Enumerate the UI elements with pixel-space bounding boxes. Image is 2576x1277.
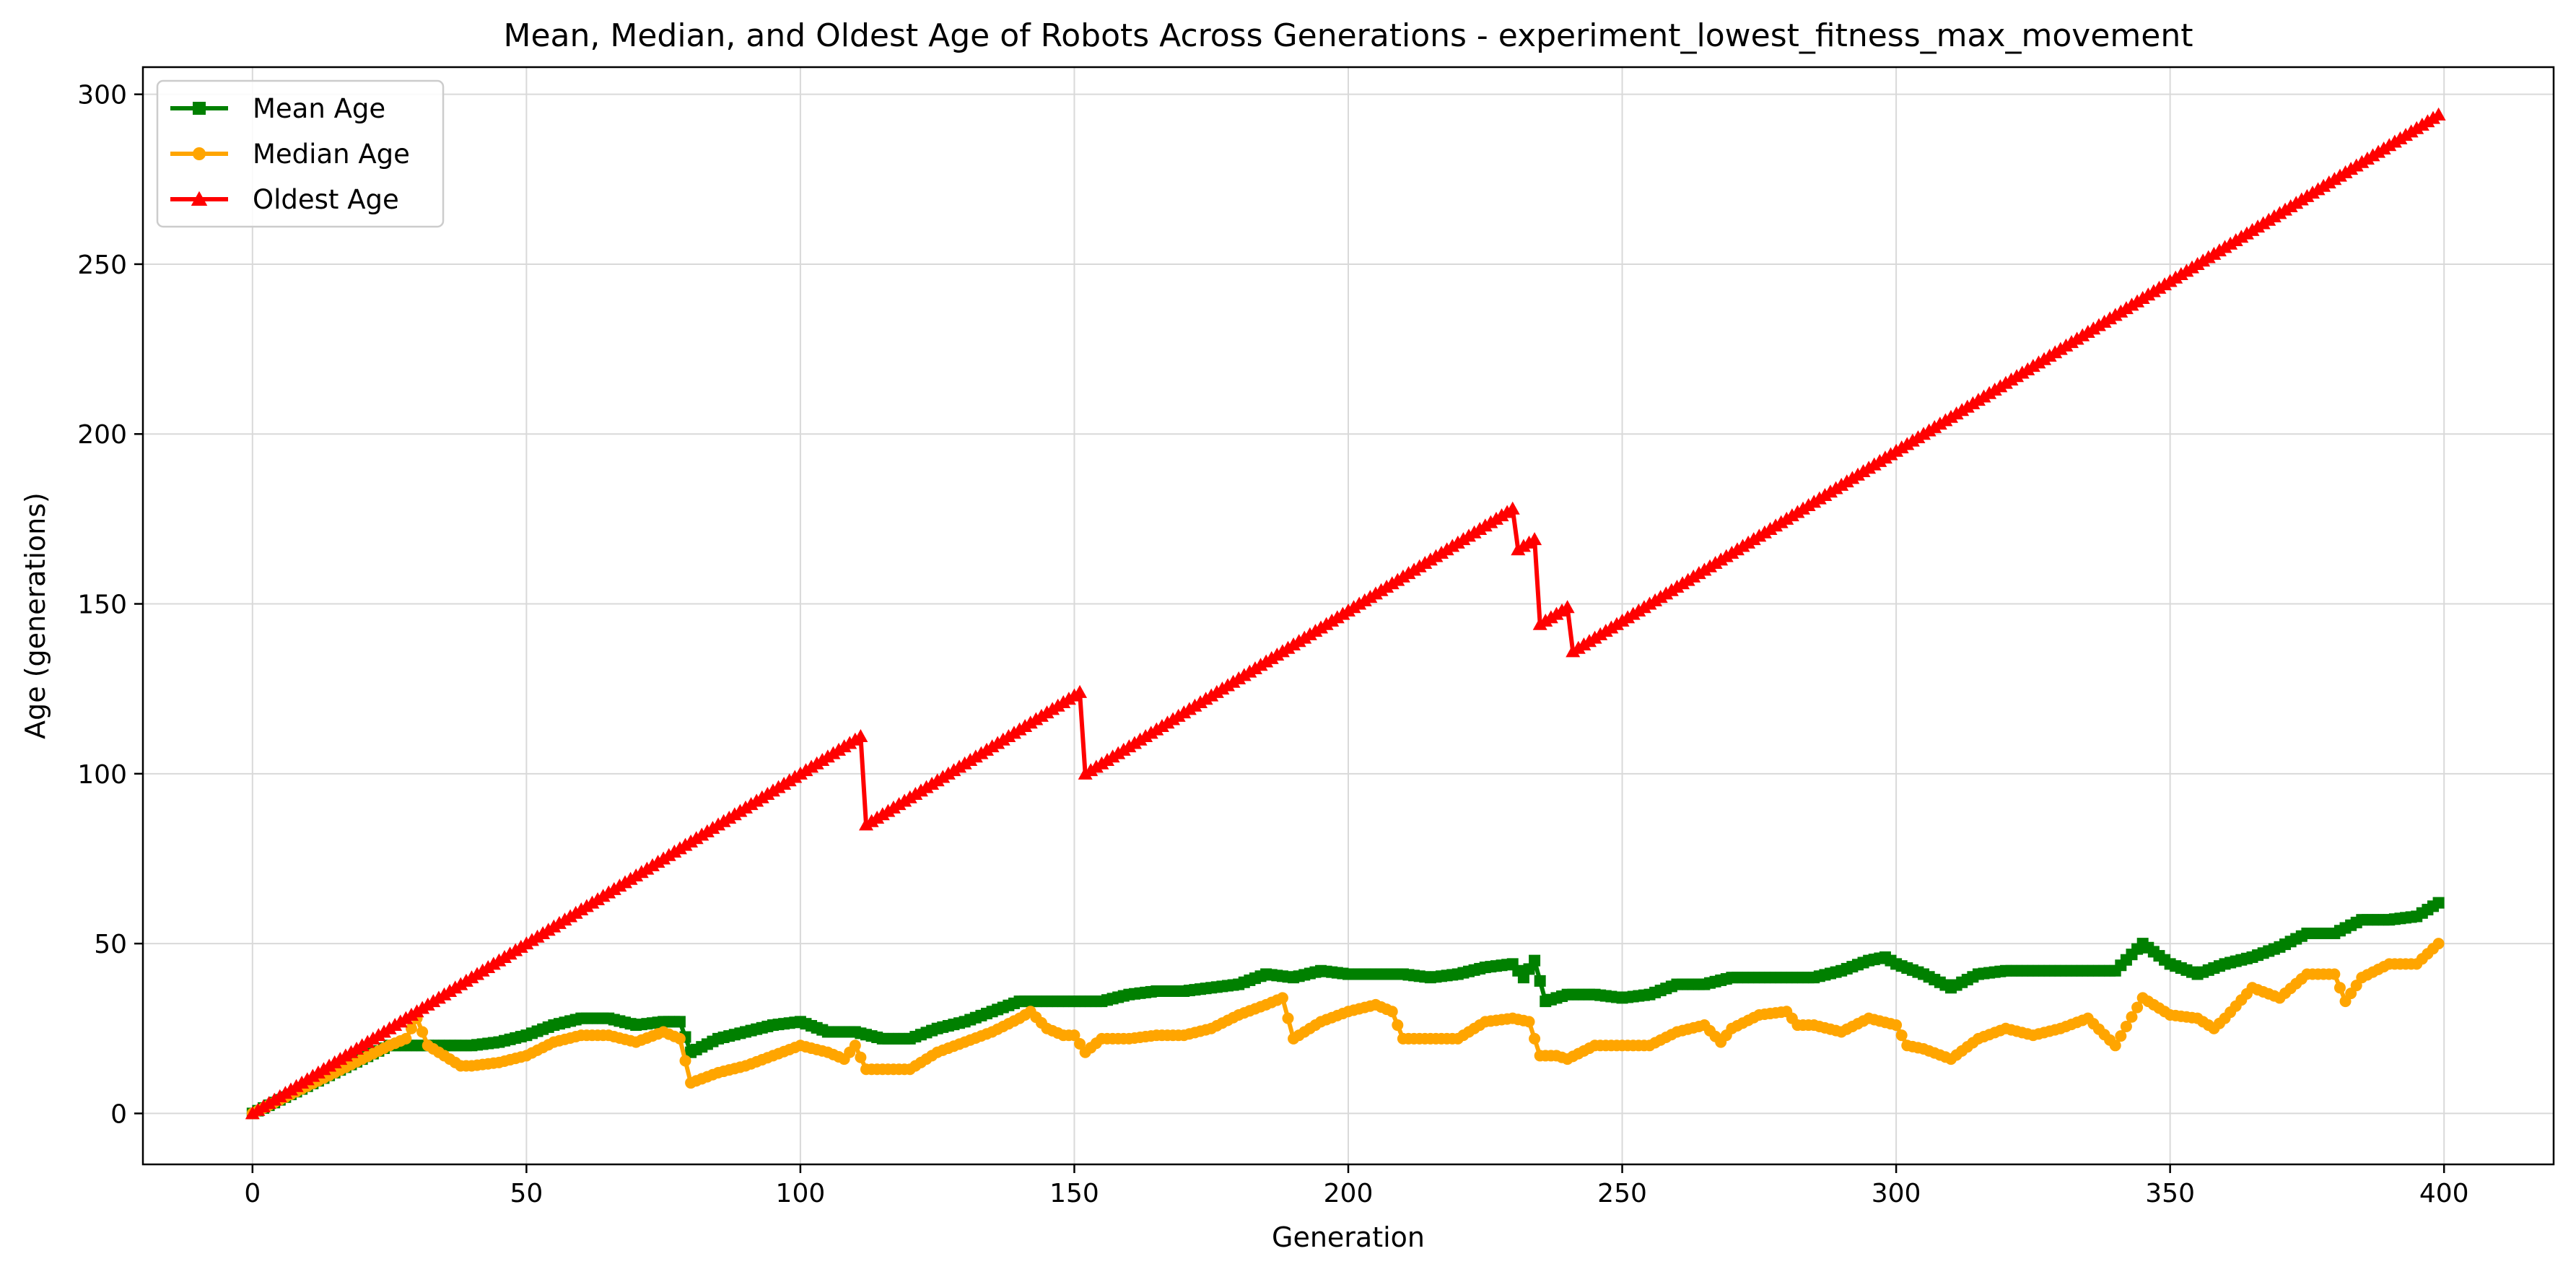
oldest-age-point — [1073, 684, 1088, 698]
median-age-point — [855, 1051, 867, 1063]
median-age-point — [1282, 1012, 1294, 1024]
oldest-age-point — [1505, 501, 1520, 515]
legend-item-median-age: Median Age — [170, 139, 410, 170]
x-tick-label: 0 — [244, 1179, 261, 1208]
x-tick-label: 50 — [510, 1179, 543, 1208]
median-age-point — [1276, 992, 1288, 1004]
oldest-age-point — [853, 729, 868, 743]
oldest-age-point — [1527, 532, 1542, 546]
oldest-age-series — [245, 107, 2446, 1120]
legend-label: Median Age — [253, 139, 410, 170]
median-age-point — [1895, 1029, 1908, 1042]
y-tick-label: 250 — [77, 250, 127, 280]
legend-swatch-marker — [193, 102, 206, 115]
median-age-point — [1068, 1029, 1080, 1042]
median-age-point — [2120, 1020, 2132, 1032]
oldest-age-point — [2431, 107, 2446, 121]
median-age-point — [2126, 1011, 2138, 1023]
median-age-point — [416, 1026, 429, 1038]
legend-item-oldest-age: Oldest Age — [170, 184, 399, 215]
chart-title: Mean, Median, and Oldest Age of Robots A… — [504, 17, 2193, 54]
median-age-point — [2432, 938, 2445, 950]
median-age-point — [849, 1040, 861, 1052]
y-tick-label: 0 — [110, 1099, 127, 1129]
y-tick-label: 300 — [77, 81, 127, 110]
axis-ticks: 0 50 100 150 200 250 300 350 400 0 50 100 150 200 250 3… — [77, 81, 2468, 1208]
x-tick-label: 150 — [1049, 1179, 1099, 1208]
legend-label: Oldest Age — [253, 184, 399, 215]
x-tick-label: 100 — [776, 1179, 826, 1208]
mean-age-point — [673, 1016, 686, 1028]
median-age-point — [673, 1032, 686, 1045]
y-tick-label: 50 — [94, 930, 127, 959]
x-tick-label: 200 — [1324, 1179, 1374, 1208]
mean-age-point — [1534, 975, 1546, 987]
mean-age-point — [1529, 954, 1541, 967]
median-age-point — [400, 1032, 412, 1045]
median-age-point — [1074, 1037, 1086, 1050]
x-tick-label: 300 — [1872, 1179, 1921, 1208]
median-age-point — [1523, 1016, 1535, 1028]
y-tick-label: 150 — [77, 590, 127, 620]
legend-label: Mean Age — [253, 93, 385, 124]
mean-age-point — [2432, 897, 2445, 909]
x-tick-label: 350 — [2145, 1179, 2195, 1208]
median-age-point — [2115, 1030, 2127, 1042]
median-age-point — [1890, 1019, 1903, 1032]
median-age-point — [679, 1055, 691, 1067]
y-tick-label: 200 — [77, 420, 127, 450]
x-axis-title: Generation — [1272, 1221, 1425, 1253]
median-age-point — [2109, 1040, 2121, 1052]
series-layer — [245, 107, 2446, 1120]
oldest-age-point — [1560, 600, 1575, 614]
median-age-point — [405, 1022, 417, 1034]
median-age-point — [1392, 1019, 1404, 1032]
legend-box — [156, 79, 445, 228]
legend-swatch-marker — [193, 147, 206, 160]
median-age-point — [2328, 968, 2341, 980]
median-age-point — [1529, 1032, 1541, 1045]
median-age-point — [1386, 1006, 1398, 1018]
median-age-point — [2333, 982, 2346, 994]
legend-item-mean-age: Mean Age — [170, 93, 385, 124]
x-tick-label: 400 — [2419, 1179, 2469, 1208]
y-tick-label: 100 — [77, 760, 127, 790]
y-axis-title: Age (generations) — [19, 492, 51, 739]
x-tick-label: 250 — [1597, 1179, 1647, 1208]
median-age-point — [2131, 1001, 2144, 1014]
legend: Mean Age Median Age Oldest Age — [156, 79, 445, 228]
legend-swatch-marker — [191, 191, 208, 206]
